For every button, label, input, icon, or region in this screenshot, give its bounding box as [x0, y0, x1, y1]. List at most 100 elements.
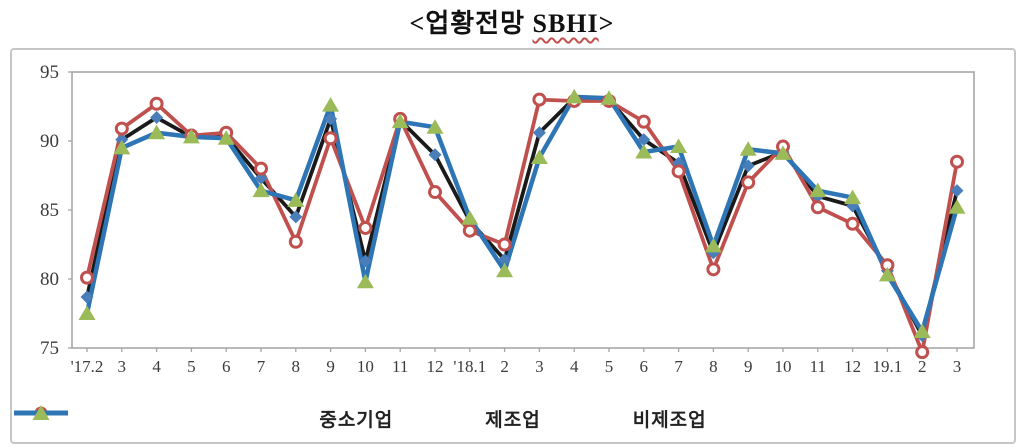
x-tick-label: 19.1	[873, 357, 903, 376]
x-tick-label: 5	[605, 357, 614, 376]
marker-circle-manufacturing	[80, 270, 94, 285]
marker-triangle-non_manufacturing	[148, 124, 166, 140]
x-tick-label: 3	[953, 357, 962, 376]
marker-circle-manufacturing	[254, 161, 268, 176]
y-tick-label: 85	[40, 200, 59, 221]
legend-label-sme: 중소기업	[319, 410, 394, 431]
marker-triangle-non_manufacturing	[948, 199, 966, 214]
chart-title-prefix: <업황전망	[409, 9, 533, 38]
marker-diamond-sme	[498, 253, 512, 267]
marker-circle-manufacturing	[636, 114, 651, 129]
x-tick-label: 2	[500, 357, 509, 376]
marker-triangle-non_manufacturing	[844, 189, 862, 205]
x-tick-label: 2	[918, 357, 927, 376]
x-tick-label: '18.1	[453, 357, 486, 376]
x-tick-label: 9	[326, 357, 335, 376]
x-tick-label: 8	[292, 357, 301, 376]
marker-circle-manufacturing	[462, 223, 477, 238]
chart-title: <업황전망 SBHI>	[0, 3, 1024, 40]
x-tick-label: '17.2	[71, 357, 104, 376]
marker-circle-manufacturing	[810, 200, 825, 215]
x-tick-label: 4	[570, 357, 579, 376]
marker-diamond-sme	[950, 184, 964, 198]
x-tick-label: 12	[427, 357, 444, 376]
marker-diamond-sme	[115, 133, 129, 147]
marker-triangle-non_manufacturing	[565, 88, 583, 104]
x-tick-label: 10	[357, 357, 374, 376]
marker-triangle-non_manufacturing	[600, 90, 618, 105]
legend-item-manufacturing: 제조업	[14, 405, 540, 432]
marker-circle-manufacturing	[323, 131, 338, 146]
marker-diamond-sme	[428, 148, 442, 162]
x-tick-label: 6	[640, 357, 649, 376]
marker-triangle-non_manufacturing	[252, 182, 270, 198]
marker-triangle-non_manufacturing	[739, 141, 757, 156]
y-tick-label: 90	[40, 131, 59, 152]
marker-diamond-sme	[637, 133, 651, 147]
x-tick-label: 6	[222, 357, 231, 376]
marker-circle-manufacturing	[358, 220, 373, 235]
marker-diamond-sme	[532, 126, 546, 140]
marker-triangle-non_manufacturing	[217, 130, 235, 145]
legend-label-non-manufacturing: 비제조업	[632, 410, 707, 431]
marker-triangle-non_manufacturing	[113, 139, 131, 155]
marker-circle-manufacturing	[845, 216, 860, 231]
marker-triangle-non_manufacturing	[496, 262, 514, 278]
marker-circle-manufacturing	[915, 345, 930, 360]
marker-diamond-sme	[80, 290, 94, 304]
marker-triangle-non_manufacturing	[704, 237, 722, 253]
x-tick-label: 3	[118, 357, 127, 376]
chart-title-sbhi: SBHI	[532, 9, 599, 38]
x-tick-label: 3	[535, 357, 544, 376]
x-tick-label: 5	[187, 357, 196, 376]
x-tick-label: 4	[152, 357, 161, 376]
legend-item-sme: 중소기업	[14, 405, 394, 432]
marker-triangle-non_manufacturing	[878, 266, 896, 282]
marker-triangle-non_manufacturing	[322, 97, 340, 112]
marker-triangle-non_manufacturing	[635, 144, 653, 159]
x-tick-label: 8	[709, 357, 718, 376]
marker-triangle-non_manufacturing	[391, 113, 409, 129]
x-tick-label: 7	[257, 357, 266, 376]
marker-diamond-sme	[289, 210, 303, 224]
x-tick-label: 10	[775, 357, 792, 376]
marker-triangle-non_manufacturing	[461, 210, 479, 225]
marker-diamond-sme	[741, 159, 755, 173]
y-tick-label: 95	[40, 62, 59, 83]
y-tick-label: 75	[40, 338, 59, 359]
marker-triangle-non_manufacturing	[287, 192, 305, 207]
marker-diamond-sme	[150, 111, 164, 125]
marker-diamond-sme	[358, 254, 372, 268]
chart-legend: 중소기업 제조업 비제조업	[12, 405, 1014, 432]
marker-triangle-non_manufacturing	[670, 138, 688, 154]
x-tick-label: 11	[392, 357, 408, 376]
marker-triangle-non_manufacturing	[913, 323, 931, 338]
marker-diamond-sme	[254, 171, 268, 185]
marker-circle-manufacturing	[428, 185, 442, 200]
marker-triangle-non_manufacturing	[356, 273, 374, 289]
series-line-non_manufacturing	[84, 94, 960, 334]
marker-triangle-non_manufacturing	[530, 149, 548, 165]
x-tick-label: 12	[844, 357, 861, 376]
marker-circle-manufacturing	[950, 154, 964, 169]
marker-diamond-sme	[324, 112, 338, 126]
x-tick-label: 11	[810, 357, 826, 376]
marker-triangle-non_manufacturing	[426, 119, 444, 134]
marker-circle-manufacturing	[114, 121, 129, 136]
non-manufacturing-line-sample-icon	[14, 405, 68, 420]
marker-circle-manufacturing	[532, 92, 547, 107]
chart-outer-frame: 75 80 85 90 95 '17.2 3 4 5 6 7 8 9 10 11 12 '18.1 2 3 4 5 6 7 8…	[10, 48, 1016, 444]
legend-item-non-manufacturing: 비제조업	[14, 405, 707, 432]
marker-triangle-non_manufacturing	[809, 182, 827, 198]
marker-circle-manufacturing	[149, 96, 164, 111]
marker-triangle-non_manufacturing	[774, 145, 792, 160]
chart-title-suffix: >	[598, 9, 615, 38]
marker-triangle-non_manufacturing	[78, 305, 96, 320]
triangle-marker-icon	[32, 405, 50, 420]
x-tick-label: 7	[674, 357, 683, 376]
marker-circle-manufacturing	[706, 262, 721, 277]
y-tick-label: 80	[40, 269, 59, 290]
x-tick-label: 9	[744, 357, 753, 376]
marker-triangle-non_manufacturing	[182, 128, 200, 144]
marker-circle-manufacturing	[741, 175, 756, 190]
